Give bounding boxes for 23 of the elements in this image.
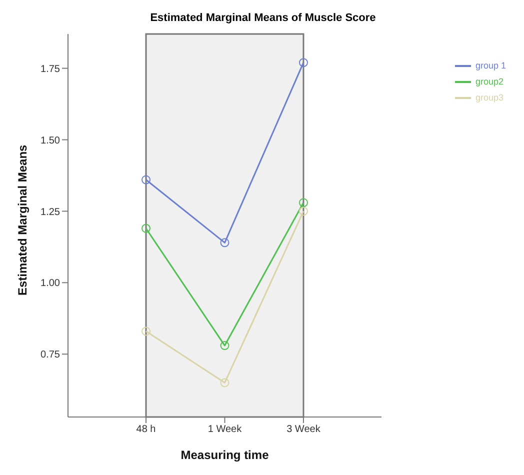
legend-label: group3 bbox=[475, 92, 504, 102]
legend-label: group 1 bbox=[475, 60, 506, 70]
point bbox=[142, 326, 150, 336]
point bbox=[220, 238, 230, 248]
y-tick-label: 1.75 bbox=[40, 64, 60, 75]
x-axis-title: Measuring time bbox=[180, 448, 270, 462]
point bbox=[220, 341, 230, 350]
y-axis-title: Estimated Marginal Means bbox=[15, 144, 30, 296]
point bbox=[220, 378, 230, 388]
y-tick-label: 1.25 bbox=[40, 206, 60, 218]
x-tick-label: 1 Week bbox=[208, 424, 243, 436]
point bbox=[298, 58, 308, 68]
legend-label: group2 bbox=[475, 76, 504, 86]
chart-title: Estimated Marginal Means of Muscle Score bbox=[149, 12, 377, 24]
point bbox=[142, 224, 150, 233]
y-tick-label: 1.00 bbox=[40, 278, 60, 290]
y-tick-label: 1.50 bbox=[40, 135, 60, 146]
point bbox=[298, 198, 308, 208]
x-tick-label: 3 Week bbox=[286, 424, 322, 436]
y-tick-label: 0.75 bbox=[40, 350, 60, 361]
point bbox=[142, 175, 150, 184]
point bbox=[298, 206, 308, 216]
x-tick-label: 48 h bbox=[136, 424, 156, 436]
